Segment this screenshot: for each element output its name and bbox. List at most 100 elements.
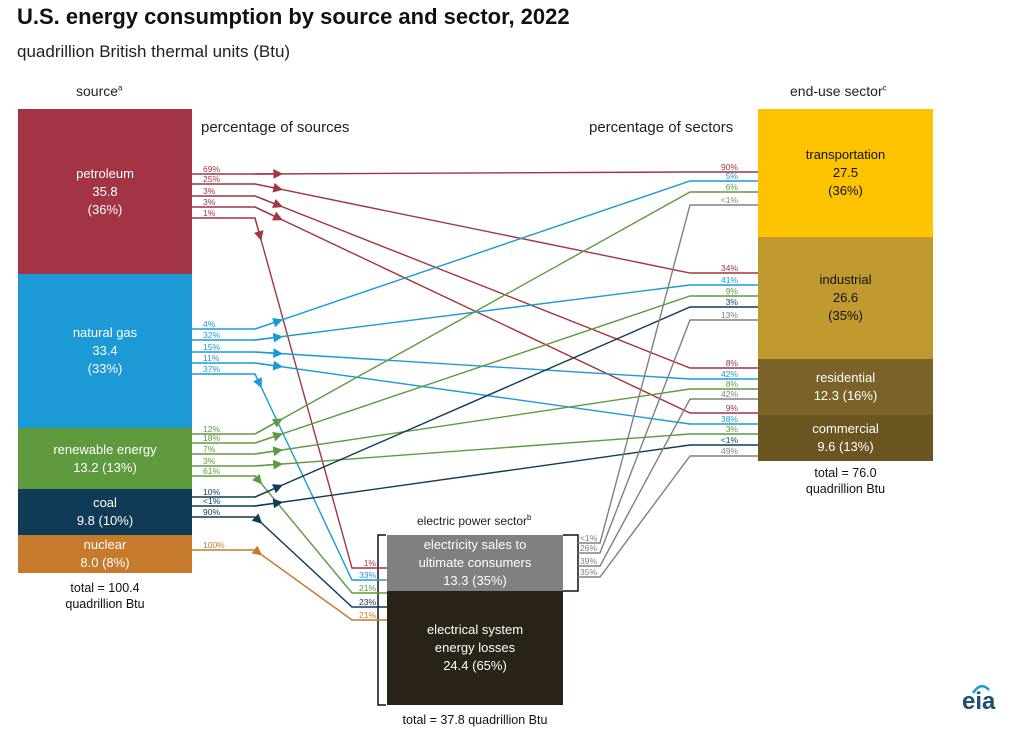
flow-arrow bbox=[254, 195, 283, 208]
flow-arrow bbox=[251, 513, 263, 524]
flow-arrow bbox=[254, 432, 283, 444]
flow-line-renewable-to-industrial bbox=[192, 295, 758, 444]
flow-line-renewable-to-transportation bbox=[192, 191, 758, 435]
sector-industrial: industrial 26.6 (35%) bbox=[758, 237, 933, 359]
flow-pct-label: <1% bbox=[580, 533, 598, 543]
flow-pct-label: 5% bbox=[726, 171, 739, 181]
flow-pct-label: 13% bbox=[721, 310, 738, 320]
eia-logo-arc bbox=[972, 684, 990, 694]
energy-losses-box: electrical system energy losses 24.4 (65%) bbox=[387, 591, 563, 705]
flow-line-coal-to-commercial bbox=[192, 444, 758, 507]
flow-arrow bbox=[252, 473, 263, 485]
flow-line-natural_gas-to-commercial bbox=[192, 362, 758, 425]
flow-arrow bbox=[254, 318, 283, 330]
flow-pct-label: 21% bbox=[359, 610, 376, 620]
flow-pct-label: 37% bbox=[203, 364, 220, 374]
flow-pct-label: 34% bbox=[721, 263, 738, 273]
flow-pct-label: 42% bbox=[721, 389, 738, 399]
sector-header: end-use sectorc bbox=[790, 83, 887, 99]
flow-arrow bbox=[254, 418, 283, 435]
flow-arrow bbox=[254, 332, 284, 343]
flow-pct-label: 8% bbox=[726, 358, 739, 368]
flow-arrow bbox=[254, 459, 284, 470]
flow-line-petroleum-to-industrial bbox=[192, 183, 758, 274]
flow-pct-label: 39% bbox=[580, 556, 597, 566]
flow-line-petroleum-to-residential bbox=[192, 195, 758, 369]
sector-transportation: transportation 27.5 (36%) bbox=[758, 109, 933, 237]
flow-pct-label: 90% bbox=[721, 162, 738, 172]
source-renewable: renewable energy 13.2 (13%) bbox=[18, 428, 192, 489]
eia-logo: eia bbox=[962, 688, 996, 715]
flow-arrow bbox=[254, 182, 284, 193]
flow-pct-label: 10% bbox=[203, 487, 220, 497]
flow-pct-label: 15% bbox=[203, 342, 220, 352]
electric-total: total = 37.8 quadrillion Btu bbox=[402, 713, 548, 727]
flow-pct-label: 32% bbox=[203, 330, 220, 340]
source-header: sourcea bbox=[76, 83, 123, 99]
pct-sources-header: percentage of sources bbox=[201, 119, 350, 136]
flow-pct-label: <1% bbox=[721, 435, 739, 445]
flow-pct-label: 26% bbox=[580, 543, 597, 553]
flow-arrow bbox=[254, 206, 283, 221]
flow-pct-label: 61% bbox=[203, 466, 220, 476]
sector-residential: residential 12.3 (16%) bbox=[758, 359, 933, 415]
flow-pct-label: 3% bbox=[726, 424, 739, 434]
flow-pct-label: 3% bbox=[203, 197, 216, 207]
flow-line-natural_gas-to-industrial bbox=[192, 284, 758, 341]
flow-line-nuclear-to-electric bbox=[192, 549, 387, 621]
source-petroleum: petroleum 35.8 (36%) bbox=[18, 109, 192, 274]
flow-pct-label: 100% bbox=[203, 540, 225, 550]
source-total: total = 100.4 quadrillion Btu bbox=[65, 581, 145, 611]
flow-pct-label: 35% bbox=[580, 567, 597, 577]
page-title: U.S. energy consumption by source and se… bbox=[17, 4, 570, 29]
flow-arrow bbox=[254, 348, 284, 359]
flow-line-petroleum-to-commercial bbox=[192, 206, 758, 414]
pct-sectors-header: percentage of sectors bbox=[589, 119, 734, 136]
flow-pct-label: 38% bbox=[721, 414, 738, 424]
flow-line-renewable-to-commercial bbox=[192, 433, 758, 467]
flow-pct-label: 21% bbox=[359, 583, 376, 593]
flow-arrow bbox=[254, 484, 283, 498]
flow-line-petroleum-to-electric bbox=[192, 217, 387, 569]
flow-line-renewable-to-residential bbox=[192, 388, 758, 455]
flow-pct-label: 33% bbox=[359, 570, 376, 580]
flow-pct-label: 6% bbox=[726, 182, 739, 192]
flow-pct-label: 1% bbox=[364, 558, 377, 568]
flow-arrow bbox=[254, 446, 284, 457]
flow-pct-label: 3% bbox=[203, 456, 216, 466]
flow-pct-label: 12% bbox=[203, 424, 220, 434]
flow-arrow bbox=[251, 545, 263, 556]
flow-pct-label: 90% bbox=[203, 507, 220, 517]
flow-pct-label: 4% bbox=[203, 319, 216, 329]
source-natural-gas: natural gas 33.4 (33%) bbox=[18, 274, 192, 428]
flow-pct-label: 3% bbox=[203, 186, 216, 196]
flow-line-natural_gas-to-transportation bbox=[192, 180, 758, 330]
flow-pct-label: 9% bbox=[726, 286, 739, 296]
flow-pct-label: <1% bbox=[721, 195, 739, 205]
flow-pct-label: 1% bbox=[203, 208, 216, 218]
source-coal: coal 9.8 (10%) bbox=[18, 489, 192, 535]
flow-pct-label: 9% bbox=[726, 403, 739, 413]
flow-pct-label: 23% bbox=[359, 597, 376, 607]
page-subtitle: quadrillion British thermal units (Btu) bbox=[17, 42, 291, 61]
flow-pct-label: 18% bbox=[203, 433, 220, 443]
flow-pct-label: 8% bbox=[726, 379, 739, 389]
electricity-sales-box: electricity sales to ultimate consumers 13… bbox=[387, 535, 563, 591]
flow-arrow bbox=[254, 360, 284, 371]
flow-pct-label: 41% bbox=[721, 275, 738, 285]
flow-pct-label: 3% bbox=[726, 297, 739, 307]
flow-line-coal-to-industrial bbox=[192, 306, 758, 498]
flow-arrow bbox=[254, 498, 284, 509]
sector-commercial: commercial 9.6 (13%) bbox=[758, 415, 933, 461]
flow-pct-label: 49% bbox=[721, 446, 738, 456]
flow-pct-label: 69% bbox=[203, 164, 220, 174]
flow-pct-label: 25% bbox=[203, 174, 220, 184]
flow-arrow bbox=[254, 217, 264, 241]
electric-header: electric power sectorb bbox=[417, 513, 532, 528]
flow-pct-label: <1% bbox=[203, 496, 221, 506]
electric-bracket-right bbox=[563, 534, 579, 592]
flow-pct-label: 7% bbox=[203, 444, 216, 454]
source-nuclear: nuclear 8.0 (8%) bbox=[18, 535, 192, 573]
flow-line-electric-to-commercial bbox=[578, 455, 758, 578]
